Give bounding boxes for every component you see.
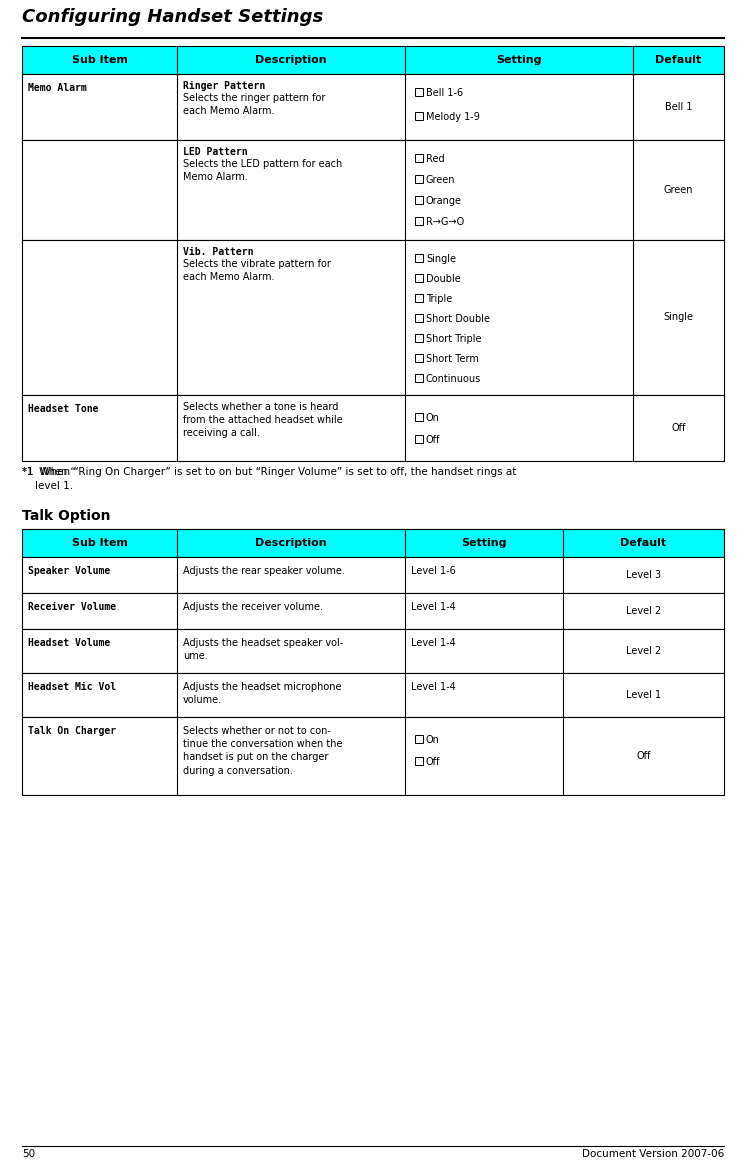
Text: LED Pattern: LED Pattern — [183, 147, 248, 157]
Text: Bell 1: Bell 1 — [665, 102, 692, 112]
Text: Short Double: Short Double — [426, 314, 490, 324]
Bar — [415, 196, 423, 204]
Bar — [415, 175, 423, 183]
Bar — [415, 413, 423, 421]
Text: Talk Option: Talk Option — [22, 509, 110, 523]
Text: Selects whether a tone is heard
from the attached headset while
receiving a call: Selects whether a tone is heard from the… — [183, 402, 342, 439]
Text: Short Term: Short Term — [426, 354, 479, 364]
Bar — [22, 717, 724, 795]
Bar — [415, 314, 423, 322]
Text: Level 2: Level 2 — [626, 606, 661, 616]
Text: 50: 50 — [22, 1149, 35, 1159]
Bar — [415, 435, 423, 443]
Bar — [22, 47, 724, 74]
Text: Level 1: Level 1 — [626, 690, 661, 700]
Text: Headset Volume: Headset Volume — [28, 638, 110, 648]
Text: Selects the LED pattern for each
Memo Alarm.: Selects the LED pattern for each Memo Al… — [183, 159, 342, 183]
Bar — [22, 240, 724, 395]
Bar — [22, 558, 724, 592]
Text: Selects the ringer pattern for
each Memo Alarm.: Selects the ringer pattern for each Memo… — [183, 93, 325, 116]
Bar — [22, 673, 724, 717]
Text: Document Version 2007-06: Document Version 2007-06 — [582, 1149, 724, 1159]
Text: Headset Mic Vol: Headset Mic Vol — [28, 682, 116, 693]
Text: Off: Off — [426, 435, 440, 445]
Bar — [415, 374, 423, 382]
Text: Single: Single — [663, 312, 694, 322]
Bar — [415, 294, 423, 301]
Text: Off: Off — [426, 757, 440, 767]
Text: Short Triple: Short Triple — [426, 334, 481, 345]
Bar — [22, 140, 724, 240]
Text: Orange: Orange — [426, 196, 462, 206]
Bar — [415, 112, 423, 120]
Text: Green: Green — [426, 175, 456, 185]
Text: On: On — [426, 734, 440, 745]
Text: Adjusts the receiver volume.: Adjusts the receiver volume. — [183, 602, 323, 612]
Text: Melody 1-9: Melody 1-9 — [426, 112, 480, 122]
Text: Description: Description — [255, 538, 327, 548]
Text: Level 2: Level 2 — [626, 646, 661, 656]
Bar — [22, 528, 724, 558]
Text: Memo Alarm: Memo Alarm — [28, 83, 87, 93]
Bar — [415, 334, 423, 342]
Text: Adjusts the rear speaker volume.: Adjusts the rear speaker volume. — [183, 566, 345, 576]
Text: Default: Default — [656, 55, 701, 65]
Bar — [415, 354, 423, 362]
Text: Off: Off — [671, 423, 686, 433]
Text: *1  When “: *1 When “ — [22, 467, 75, 477]
Text: Level 1-4: Level 1-4 — [411, 638, 456, 648]
Text: Adjusts the headset speaker vol-
ume.: Adjusts the headset speaker vol- ume. — [183, 638, 343, 661]
Text: Continuous: Continuous — [426, 374, 481, 384]
Bar — [22, 74, 724, 140]
Bar — [415, 734, 423, 743]
Text: Setting: Setting — [496, 55, 542, 65]
Text: On: On — [426, 413, 440, 423]
Text: Ringer Pattern: Ringer Pattern — [183, 81, 266, 91]
Bar — [22, 592, 724, 629]
Text: Level 1-6: Level 1-6 — [411, 566, 456, 576]
Text: Level 3: Level 3 — [626, 570, 661, 580]
Text: Description: Description — [255, 55, 327, 65]
Bar — [415, 274, 423, 282]
Text: Sub Item: Sub Item — [72, 55, 128, 65]
Text: Off: Off — [636, 751, 651, 761]
Text: Double: Double — [426, 274, 461, 284]
Text: Speaker Volume: Speaker Volume — [28, 566, 110, 576]
Bar — [415, 154, 423, 162]
Text: Green: Green — [664, 185, 693, 196]
Text: Default: Default — [621, 538, 667, 548]
Text: Configuring Handset Settings: Configuring Handset Settings — [22, 8, 323, 26]
Bar — [415, 254, 423, 262]
Text: Level 1-4: Level 1-4 — [411, 602, 456, 612]
Text: Receiver Volume: Receiver Volume — [28, 602, 116, 612]
Text: *1  When “Ring On Charger” is set to on but “Ringer Volume” is set to off, the h: *1 When “Ring On Charger” is set to on b… — [22, 467, 516, 491]
Text: Single: Single — [426, 254, 456, 264]
Text: Sub Item: Sub Item — [72, 538, 128, 548]
Text: Headset Tone: Headset Tone — [28, 404, 98, 414]
Bar — [22, 395, 724, 461]
Text: Level 1-4: Level 1-4 — [411, 682, 456, 693]
Text: Bell 1-6: Bell 1-6 — [426, 88, 463, 98]
Bar — [415, 757, 423, 765]
Text: Triple: Triple — [426, 294, 452, 304]
Bar — [415, 88, 423, 95]
Text: Setting: Setting — [461, 538, 507, 548]
Text: Selects the vibrate pattern for
each Memo Alarm.: Selects the vibrate pattern for each Mem… — [183, 260, 331, 282]
Bar — [415, 217, 423, 225]
Text: Selects whether or not to con-
tinue the conversation when the
handset is put on: Selects whether or not to con- tinue the… — [183, 726, 342, 775]
Text: Adjusts the headset microphone
volume.: Adjusts the headset microphone volume. — [183, 682, 342, 705]
Bar — [22, 629, 724, 673]
Text: Talk On Charger: Talk On Charger — [28, 726, 116, 736]
Text: Red: Red — [426, 154, 445, 164]
Text: R→G→O: R→G→O — [426, 217, 464, 227]
Text: Vib. Pattern: Vib. Pattern — [183, 247, 254, 257]
